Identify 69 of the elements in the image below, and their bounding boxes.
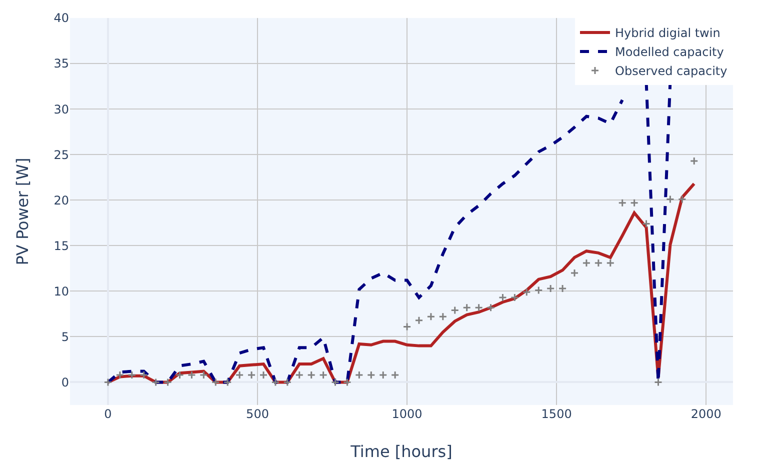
- y-tick-label: 25: [54, 148, 69, 162]
- point: [402, 322, 412, 331]
- x-tick-label: 500: [246, 407, 269, 421]
- point: [283, 378, 292, 386]
- point: [366, 370, 376, 380]
- point: [474, 303, 484, 312]
- point: [582, 258, 591, 268]
- point: [187, 370, 196, 380]
- point: [510, 293, 519, 302]
- point: [223, 378, 232, 386]
- point: [594, 258, 603, 268]
- y-tick-label: 0: [61, 375, 69, 390]
- point: [116, 370, 124, 380]
- point: [307, 370, 316, 380]
- point: [546, 284, 555, 293]
- point: [522, 288, 531, 296]
- point: [534, 286, 543, 295]
- y-tick-label: 30: [54, 102, 69, 116]
- x-axis-title: Time [hours]: [350, 442, 452, 461]
- y-tick-label: 5: [61, 330, 69, 344]
- point: [666, 194, 674, 204]
- y-tick-label: 20: [54, 193, 69, 208]
- point: [606, 258, 615, 268]
- point: [331, 378, 340, 386]
- point: [498, 293, 507, 302]
- y-tick-label: 10: [54, 284, 69, 298]
- x-tick-label: 0: [104, 407, 112, 421]
- point: [235, 370, 244, 380]
- point: [654, 378, 662, 386]
- point: [426, 312, 436, 321]
- point: [558, 284, 567, 293]
- y-tick-label: 40: [54, 11, 69, 26]
- x-tick-label: 1000: [392, 407, 422, 421]
- point: [140, 370, 148, 380]
- point: [486, 303, 496, 312]
- legend-label: Modelled capacity: [615, 45, 724, 60]
- point: [618, 198, 627, 208]
- point: [199, 370, 208, 380]
- point: [390, 370, 400, 380]
- point: [295, 370, 304, 380]
- point: [690, 156, 698, 166]
- point: [570, 268, 579, 278]
- x-tick-label: 1500: [541, 407, 572, 421]
- point: [176, 370, 184, 380]
- point: [462, 303, 472, 312]
- point: [378, 370, 388, 380]
- point: [438, 312, 448, 321]
- point: [342, 378, 352, 386]
- point: [259, 370, 268, 380]
- point: [450, 306, 460, 315]
- y-tick-label: 15: [54, 238, 69, 253]
- x-tick-label: 2000: [690, 407, 722, 421]
- point: [630, 198, 639, 208]
- y-axis-title: PV Power [W]: [13, 158, 32, 266]
- y-tick-label: 35: [54, 56, 69, 71]
- point: [414, 316, 424, 325]
- point: [152, 378, 160, 386]
- point: [104, 378, 112, 386]
- point: [271, 378, 280, 386]
- point: [247, 370, 256, 380]
- point: [211, 378, 220, 386]
- point: [164, 378, 172, 386]
- point: [678, 194, 686, 204]
- legend-label: Hybrid digial twin: [615, 26, 720, 40]
- point: [642, 220, 651, 228]
- legend-label: Observed capacity: [615, 64, 728, 78]
- point: [354, 370, 364, 380]
- point: [319, 370, 328, 380]
- point: [128, 370, 136, 380]
